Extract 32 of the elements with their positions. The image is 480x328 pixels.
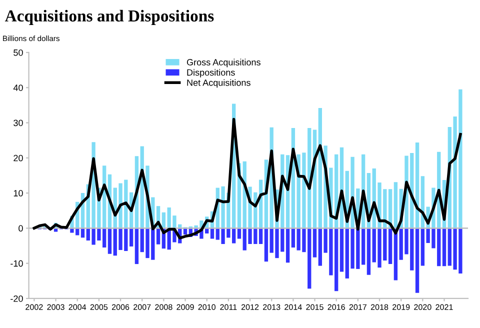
x-tick-label: 2010	[198, 304, 216, 310]
x-tick-label: 2011	[220, 304, 237, 310]
x-tick-label: 2021	[436, 304, 453, 310]
x-tick-label: 2017	[349, 304, 366, 310]
x-tick-label: 2009	[176, 304, 194, 310]
legend-label: Net Acquisitions	[187, 79, 250, 88]
y-tick-label: 30	[14, 120, 23, 126]
y-tick-label: -10	[10, 260, 23, 267]
x-tick-label: 2007	[134, 304, 151, 310]
chart-title: Acquisitions and Dispositions	[4, 10, 214, 25]
x-tick-label: 2016	[328, 304, 345, 310]
x-tick-label: 2004	[68, 304, 86, 310]
x-tick-label: 2013	[263, 304, 280, 310]
y-tick-label: 0	[18, 225, 23, 232]
x-tick-label: 2015	[306, 304, 324, 310]
x-tick-label: 2019	[392, 304, 410, 310]
y-tick-label: 10	[14, 190, 23, 196]
x-tick-label: 2012	[241, 304, 259, 310]
x-tick-label: 2014	[284, 304, 302, 310]
x-tick-label: 2020	[414, 304, 432, 310]
x-tick-label: 2003	[47, 304, 64, 310]
x-tick-label: 2005	[90, 304, 108, 310]
y-tick-label: 40	[13, 84, 23, 91]
legend-label: Dispositions	[187, 69, 235, 78]
x-tick-label: 2008	[155, 304, 172, 310]
legend-label: Gross Acquisitions	[186, 58, 260, 68]
y-tick-label: 50	[14, 49, 23, 56]
x-tick-label: 2002	[26, 304, 43, 310]
y-tick-label: 20	[14, 154, 23, 162]
y-tick-label: -20	[10, 295, 23, 302]
x-tick-label: 2006	[112, 304, 130, 310]
x-tick-label: 2018	[370, 304, 388, 310]
